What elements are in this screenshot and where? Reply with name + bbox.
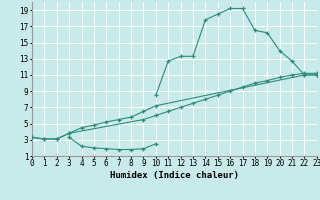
X-axis label: Humidex (Indice chaleur): Humidex (Indice chaleur) [110, 171, 239, 180]
